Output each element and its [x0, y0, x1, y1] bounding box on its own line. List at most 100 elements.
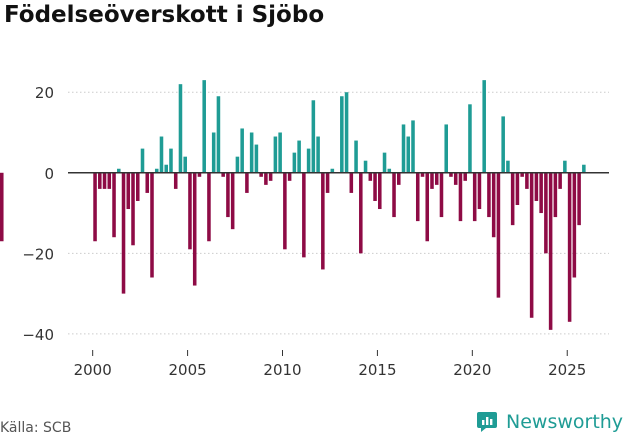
bar	[506, 160, 510, 173]
bar	[325, 172, 330, 193]
bar	[577, 172, 581, 226]
bar	[98, 172, 102, 189]
bar	[93, 172, 97, 242]
bar	[534, 172, 539, 201]
bar	[306, 148, 311, 173]
bar	[525, 172, 529, 189]
y-tick-label: −20	[22, 245, 54, 263]
bar	[154, 168, 159, 173]
bars	[0, 80, 586, 330]
y-tick-label: 0	[44, 165, 54, 183]
bar	[340, 96, 344, 173]
bar	[145, 172, 150, 193]
bar	[387, 168, 392, 173]
x-axis-ticks: 2000 2005 2010 2015 2020 2025	[74, 350, 586, 379]
bar	[235, 156, 240, 173]
bar	[582, 164, 586, 173]
bar	[477, 172, 482, 210]
y-tick-label: −40	[22, 326, 54, 344]
bar	[515, 172, 520, 205]
y-tick-label: 20	[35, 84, 54, 102]
bar	[283, 172, 287, 250]
bar	[259, 172, 263, 177]
bar	[401, 124, 406, 173]
bar	[463, 172, 467, 181]
bar	[330, 168, 335, 173]
bar	[316, 136, 320, 173]
bar	[140, 148, 145, 173]
bar	[131, 172, 135, 246]
bar	[449, 172, 453, 177]
bar	[102, 172, 107, 189]
bar	[173, 172, 178, 189]
bar	[249, 132, 254, 173]
x-tick-label: 2015	[358, 361, 396, 379]
x-tick-label: 2005	[168, 361, 206, 379]
bar	[558, 172, 562, 189]
bar	[359, 172, 363, 254]
bar	[321, 172, 325, 270]
bar	[264, 172, 268, 185]
newsworthy-logo-icon	[477, 412, 497, 432]
bar	[544, 172, 548, 254]
bar	[453, 172, 458, 185]
bar	[121, 172, 126, 294]
bar	[164, 164, 169, 173]
bar	[529, 172, 534, 318]
brand-name: Newsworthy	[506, 411, 624, 433]
x-tick-label: 2025	[548, 361, 586, 379]
bar	[197, 172, 202, 177]
bar	[472, 172, 477, 222]
bar	[415, 172, 420, 222]
bar	[202, 80, 206, 173]
bar	[496, 172, 501, 298]
bar	[539, 172, 543, 214]
bar	[226, 172, 230, 218]
bar	[0, 172, 4, 242]
bar	[411, 120, 415, 173]
bar	[373, 172, 377, 201]
bar	[520, 172, 524, 177]
bar	[183, 156, 187, 173]
bar	[349, 172, 354, 193]
bar	[439, 172, 444, 218]
bar	[491, 172, 496, 238]
bar	[278, 132, 282, 173]
bar	[458, 172, 463, 222]
bar	[420, 172, 425, 177]
bar	[363, 160, 368, 173]
bar	[444, 124, 448, 173]
bar	[396, 172, 401, 185]
bar	[169, 148, 173, 173]
bar	[392, 172, 396, 218]
bar	[501, 116, 505, 173]
bar	[245, 172, 249, 193]
bar	[311, 100, 316, 173]
bar	[553, 172, 558, 218]
y-axis-ticks: 20 0 −20 −40	[22, 84, 54, 344]
bar	[468, 104, 472, 173]
bar	[382, 152, 387, 173]
bar	[287, 172, 292, 181]
bar	[188, 172, 192, 250]
bar	[378, 172, 382, 210]
bar	[135, 172, 140, 201]
bar	[159, 136, 164, 173]
bar	[112, 172, 116, 238]
bar	[207, 172, 211, 242]
bar	[406, 136, 411, 173]
bar	[211, 132, 216, 173]
bar	[117, 168, 121, 173]
bar	[240, 128, 244, 173]
bar	[192, 172, 197, 286]
bar	[425, 172, 430, 242]
grid-lines	[68, 91, 609, 335]
bar	[268, 172, 273, 181]
source-label: Källa: SCB	[0, 420, 72, 436]
bar	[292, 152, 297, 173]
brand-logo: Newsworthy	[476, 408, 623, 436]
bar	[368, 172, 373, 181]
bar	[487, 172, 491, 218]
bar	[344, 92, 349, 173]
